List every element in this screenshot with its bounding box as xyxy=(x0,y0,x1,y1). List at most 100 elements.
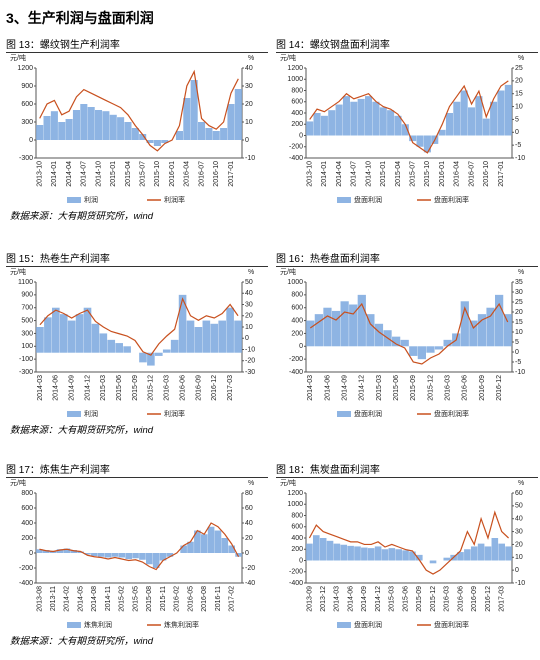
bar xyxy=(361,547,368,561)
y2-tick-label: 0 xyxy=(245,550,249,557)
bar xyxy=(340,301,349,347)
bar xyxy=(349,304,358,347)
bar xyxy=(482,118,490,136)
bar xyxy=(139,553,146,560)
bar xyxy=(372,101,380,136)
x-tick-label: 2014-04 xyxy=(336,161,343,187)
bar xyxy=(438,129,446,136)
bar xyxy=(395,549,402,561)
bar xyxy=(495,294,504,347)
y2-tick-label: 30 xyxy=(515,528,523,535)
y2-tick-label: 20 xyxy=(245,101,253,108)
x-tick-label: 2015-04 xyxy=(125,161,132,187)
y-tick-label: 800 xyxy=(291,87,303,94)
y-tick-label: 500 xyxy=(21,317,33,324)
legend-label: 利润 xyxy=(84,409,98,418)
bar xyxy=(65,119,73,140)
x-tick-label: 2013-08 xyxy=(36,586,43,612)
source-note: 数据来源：大有期货研究所，wind xyxy=(10,425,154,436)
y2-tick-label: 0 xyxy=(245,335,249,342)
bar xyxy=(477,543,485,561)
y2-tick-label: 25 xyxy=(515,299,523,306)
bar xyxy=(104,553,112,558)
bar xyxy=(333,543,341,561)
x-tick-label: 2015-05 xyxy=(132,586,139,612)
y-tick-label: -400 xyxy=(289,369,303,376)
y2-tick-label: 40 xyxy=(245,290,253,297)
y-axis-unit: 元/吨 xyxy=(10,478,26,487)
bar xyxy=(340,544,348,561)
bar xyxy=(36,549,43,553)
bar xyxy=(124,122,132,140)
y-tick-label: 1000 xyxy=(287,76,303,83)
y2-tick-label: 20 xyxy=(245,313,253,320)
bar xyxy=(95,110,103,140)
x-tick-label: 2016-10 xyxy=(483,161,490,187)
legend-label: 炼焦利润 xyxy=(84,620,112,629)
y-tick-label: 100 xyxy=(21,343,33,350)
bar xyxy=(109,114,117,140)
bar xyxy=(117,117,125,140)
y-axis-unit: 元/吨 xyxy=(10,267,26,276)
bar xyxy=(505,546,512,561)
x-tick-label: 2015-12 xyxy=(427,375,434,401)
line-series xyxy=(308,510,509,575)
x-tick-label: 2014-09 xyxy=(341,375,348,401)
bar xyxy=(357,294,366,347)
y-tick-label: 0 xyxy=(299,132,303,139)
y2-tick-label: -5 xyxy=(515,142,521,149)
y2-tick-label: 40 xyxy=(515,516,523,523)
bar xyxy=(491,538,499,561)
bar xyxy=(187,541,194,553)
legend-label: 盘面利润率 xyxy=(434,409,469,418)
y2-tick-label: 20 xyxy=(245,535,253,542)
bar xyxy=(228,545,235,553)
bar xyxy=(328,110,336,136)
x-tick-label: 2016-12 xyxy=(211,375,218,401)
bar xyxy=(409,346,418,356)
y2-tick-label: 25 xyxy=(515,65,523,72)
bar xyxy=(468,107,476,136)
y2-tick-label: -10 xyxy=(515,155,525,162)
bar xyxy=(83,307,92,353)
y2-tick-label: 30 xyxy=(245,301,253,308)
x-tick-label: 2015-12 xyxy=(430,586,437,612)
bar xyxy=(388,548,396,561)
legend-label: 盘面利润 xyxy=(354,195,382,204)
x-tick-label: 2016-06 xyxy=(457,586,464,612)
bar xyxy=(63,548,71,553)
legend-label: 盘面利润率 xyxy=(434,195,469,204)
y2-tick-label: 80 xyxy=(245,490,253,497)
y2-tick-label: -10 xyxy=(245,346,255,353)
y2-axis-unit: % xyxy=(248,55,254,62)
y2-tick-label: 50 xyxy=(515,503,523,510)
bar xyxy=(91,553,98,556)
y-tick-label: 1200 xyxy=(287,490,303,497)
bar xyxy=(326,540,334,561)
y-tick-label: 300 xyxy=(21,119,33,126)
y2-tick-label: 10 xyxy=(245,324,253,331)
bar xyxy=(464,549,471,561)
x-tick-label: 2015-06 xyxy=(116,375,123,401)
x-tick-label: 2014-10 xyxy=(365,161,372,187)
y2-tick-label: 0 xyxy=(515,129,519,136)
bar xyxy=(186,320,195,353)
legend-label: 利润率 xyxy=(164,195,185,204)
line-series xyxy=(39,522,240,571)
chart: 元/吨 %-400-2000200400600800-40-20020406080… xyxy=(10,478,255,629)
y2-tick-label: 10 xyxy=(515,329,523,336)
bar xyxy=(180,545,187,553)
x-tick-label: 2016-08 xyxy=(201,586,208,612)
bar xyxy=(44,317,52,353)
chart: 元/吨 % -300 0 300 600 900 1200 -10 0 10 20 30 40 2013-1… xyxy=(10,53,255,204)
x-tick-label: 2014-05 xyxy=(77,586,84,612)
y2-tick-label: 20 xyxy=(515,309,523,316)
x-tick-label: 2014-06 xyxy=(347,586,354,612)
bar xyxy=(320,115,328,136)
bar xyxy=(335,104,343,136)
legend-label: 利润 xyxy=(84,195,98,204)
bar xyxy=(175,131,183,140)
y2-axis-unit: % xyxy=(518,269,524,276)
y-tick-label: 400 xyxy=(291,535,303,542)
